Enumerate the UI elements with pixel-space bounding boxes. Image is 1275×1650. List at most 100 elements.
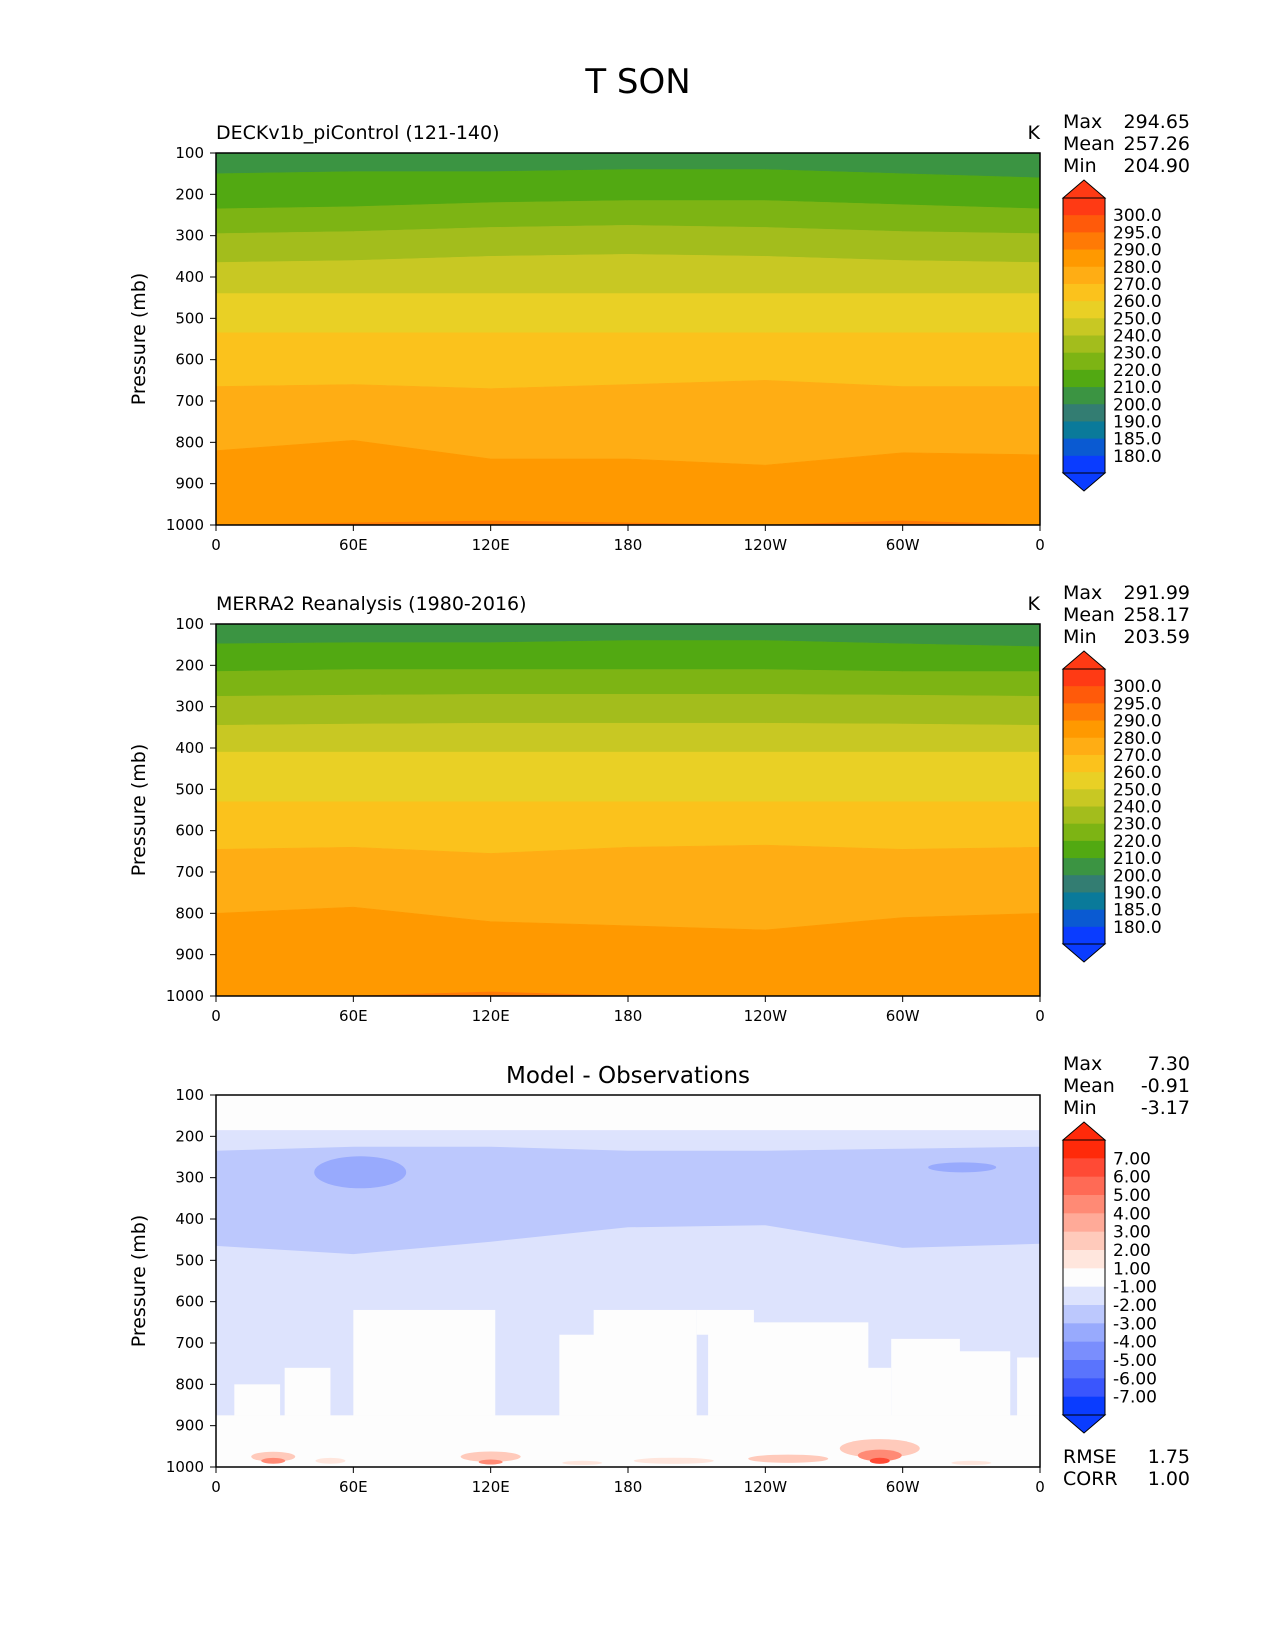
y-tick-label: 400 bbox=[175, 1210, 204, 1228]
colorbar-swatch bbox=[1063, 1140, 1105, 1159]
colorbar-swatch bbox=[1063, 455, 1105, 474]
diff-positive-spot bbox=[857, 1449, 902, 1462]
colorbar-label: 200.0 bbox=[1113, 866, 1162, 886]
colorbar-label: -5.00 bbox=[1113, 1351, 1157, 1371]
colorbar-swatch bbox=[1063, 754, 1105, 773]
y-tick-label: 900 bbox=[175, 475, 204, 493]
colorbar-extend-min bbox=[1061, 472, 1107, 492]
contour-band bbox=[216, 293, 1040, 334]
plot-frame bbox=[215, 152, 1041, 526]
y-tick-label: 500 bbox=[175, 780, 204, 798]
colorbar-label: -2.00 bbox=[1113, 1296, 1157, 1316]
footer-stat-value: 1.00 bbox=[1148, 1468, 1190, 1490]
stat-label: Max bbox=[1063, 582, 1102, 604]
colorbar-swatch bbox=[1063, 669, 1105, 687]
y-tick-label: 700 bbox=[175, 1334, 204, 1352]
colorbar-swatch bbox=[1063, 1250, 1105, 1269]
colorbar-swatch bbox=[1063, 1158, 1105, 1178]
contour-band bbox=[216, 991, 1040, 996]
y-tick-label: 500 bbox=[175, 1251, 204, 1269]
y-tick-label: 1000 bbox=[166, 1458, 204, 1476]
diff-positive-spot bbox=[261, 1457, 286, 1464]
colorbar-swatch bbox=[1063, 215, 1105, 233]
diff-near-zero-patch bbox=[353, 1309, 496, 1418]
diff-band-negative bbox=[216, 1146, 1040, 1255]
contour-band bbox=[216, 640, 1040, 672]
diff-near-zero-patch bbox=[593, 1309, 697, 1418]
y-tick-label: 200 bbox=[175, 1127, 204, 1145]
footer-stat-label: RMSE bbox=[1063, 1446, 1117, 1468]
stat-label: Min bbox=[1063, 1097, 1097, 1119]
stat-value: -3.17 bbox=[1141, 1097, 1190, 1119]
y-tick-label: 800 bbox=[175, 904, 204, 922]
colorbar-label: -3.00 bbox=[1113, 1314, 1157, 1334]
colorbar-frame bbox=[1062, 1139, 1106, 1416]
colorbar-label: 6.00 bbox=[1113, 1168, 1151, 1188]
colorbar-swatch bbox=[1063, 737, 1105, 756]
contour-band bbox=[216, 751, 1040, 802]
colorbar-label: -1.00 bbox=[1113, 1278, 1157, 1298]
diff-positive-spot bbox=[869, 1457, 890, 1464]
y-tick-label: 100 bbox=[175, 615, 204, 633]
x-tick-label: 120E bbox=[472, 536, 510, 554]
panel-title: DECKv1b_piControl (121-140) bbox=[216, 122, 500, 144]
colorbar-swatch bbox=[1063, 720, 1105, 739]
colorbar-swatch bbox=[1063, 1323, 1105, 1343]
x-tick-label: 0 bbox=[1035, 536, 1045, 554]
colorbar-swatch bbox=[1063, 352, 1105, 371]
y-tick-label: 600 bbox=[175, 351, 204, 369]
x-tick-label: 120W bbox=[744, 1478, 788, 1496]
colorbar-swatch bbox=[1063, 1286, 1105, 1306]
colorbar-swatch bbox=[1063, 198, 1105, 216]
y-tick-label: 100 bbox=[175, 1086, 204, 1104]
colorbar-swatch bbox=[1063, 1213, 1105, 1233]
colorbar-swatch bbox=[1063, 909, 1105, 928]
colorbar-swatch bbox=[1063, 387, 1105, 405]
diff-pocket bbox=[314, 1156, 407, 1189]
stat-value: 203.59 bbox=[1124, 626, 1190, 648]
panel-obs: 100 200 300 400 500 600 700 800 900 1000 0 60E 120E 1… bbox=[128, 582, 1190, 1025]
colorbar-swatch bbox=[1063, 335, 1105, 354]
contour-band bbox=[216, 520, 1040, 525]
diff-near-zero-patch bbox=[284, 1367, 331, 1418]
contour-band bbox=[216, 669, 1040, 697]
y-tick-label: 700 bbox=[175, 392, 204, 410]
colorbar-swatch bbox=[1063, 926, 1105, 945]
y-tick-label: 600 bbox=[175, 1293, 204, 1311]
colorbar-swatch bbox=[1063, 421, 1105, 440]
diff-positive-spot bbox=[460, 1451, 521, 1462]
colorbar-swatch bbox=[1063, 858, 1105, 876]
diff-positive-spot bbox=[562, 1460, 603, 1465]
y-tick-label: 300 bbox=[175, 1169, 204, 1187]
colorbar-swatch bbox=[1063, 1231, 1105, 1251]
colorbar-label: 290.0 bbox=[1113, 241, 1162, 261]
colorbar-swatch bbox=[1063, 301, 1105, 319]
colorbar-label: 240.0 bbox=[1113, 327, 1162, 347]
colorbar-label: 1.00 bbox=[1113, 1259, 1151, 1279]
x-tick-label: 120E bbox=[472, 1478, 510, 1496]
colorbar-swatch bbox=[1063, 1378, 1105, 1398]
stat-label: Mean bbox=[1063, 133, 1115, 155]
colorbar-label: 220.0 bbox=[1113, 832, 1162, 852]
colorbar-label: 295.0 bbox=[1113, 223, 1162, 243]
x-tick-label: 60W bbox=[886, 1007, 920, 1025]
colorbar-swatch bbox=[1063, 318, 1105, 336]
stat-label: Max bbox=[1063, 111, 1102, 133]
colorbar-extend-min bbox=[1061, 943, 1107, 963]
x-tick-label: 0 bbox=[211, 536, 221, 554]
y-tick-label: 300 bbox=[175, 227, 204, 245]
colorbar-swatch bbox=[1063, 1341, 1105, 1361]
stat-value: 204.90 bbox=[1124, 155, 1190, 177]
x-tick-label: 60W bbox=[886, 1478, 920, 1496]
colorbar-swatch bbox=[1063, 823, 1105, 842]
field-obs bbox=[216, 624, 1040, 996]
colorbar-label: -4.00 bbox=[1113, 1333, 1157, 1353]
colorbar-swatch bbox=[1063, 266, 1105, 285]
x-tick-label: 0 bbox=[1035, 1478, 1045, 1496]
colorbar-swatch bbox=[1063, 875, 1105, 893]
diff-positive-spot bbox=[478, 1459, 503, 1465]
colorbar-label: 280.0 bbox=[1113, 258, 1162, 278]
diff-near-zero-patch bbox=[696, 1309, 754, 1335]
y-tick-label: 600 bbox=[175, 822, 204, 840]
y-tick-label: 1000 bbox=[166, 516, 204, 534]
